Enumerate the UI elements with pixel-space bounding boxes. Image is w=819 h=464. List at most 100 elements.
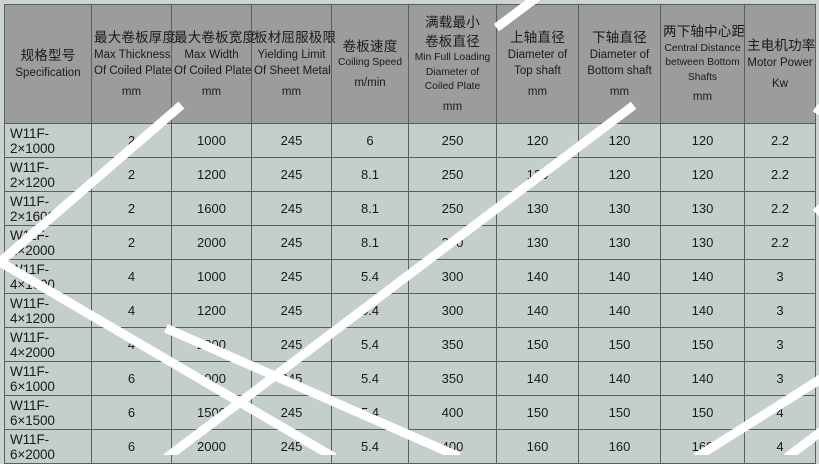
cell-bottom_shaft_diameter: 140 (578, 361, 661, 396)
cell-max_width: 1200 (171, 157, 252, 192)
header-en-motor-power: Motor Power (747, 57, 813, 70)
cell-yielding_limit: 245 (251, 225, 332, 260)
header-unit-top-shaft: mm (527, 85, 548, 98)
cell-min_full_loading_diameter: 250 (408, 191, 497, 226)
header-unit-max-width: mm (201, 85, 222, 98)
cell-max_width: 1500 (171, 395, 252, 430)
header-unit-motor-power: Kw (772, 77, 788, 90)
table-row: W11F-6×2000 6 2000 245 5.4 400 160 160 160 4 (4, 429, 816, 464)
cell-max_thickness: 4 (91, 259, 172, 294)
table-row: W11F-2×2000 2 2000 245 8.1 250 130 130 130 2.2 (4, 225, 816, 260)
cell-yielding_limit: 245 (251, 429, 332, 464)
cell-min_full_loading_diameter: 400 (408, 429, 497, 464)
cell-central_distance: 130 (660, 225, 745, 260)
cell-bottom_shaft_diameter: 150 (578, 327, 661, 362)
header-en-coiling-speed: Coiling Speed (337, 57, 403, 69)
cell-central_distance: 140 (660, 293, 745, 328)
cell-bottom_shaft_diameter: 140 (578, 259, 661, 294)
cell-central_distance: 160 (660, 429, 745, 464)
table-header: 规格型号 Specification 最大卷板厚度 Max Thickness … (4, 4, 816, 124)
cell-yielding_limit: 245 (251, 157, 332, 192)
cell-central_distance: 120 (660, 123, 745, 158)
cell-yielding_limit: 245 (251, 327, 332, 362)
cell-top_shaft_diameter: 150 (496, 327, 579, 362)
header-row: 规格型号 Specification 最大卷板厚度 Max Thickness … (4, 4, 816, 124)
table-body: W11F-2×1000 2 1000 245 6 250 120 120 120 2.2 W11F-… (4, 123, 816, 464)
header-cn-top-shaft: 上轴直径 (510, 29, 565, 45)
header-en-min-loading-line2: Diameter of (425, 66, 480, 78)
cell-max_thickness: 2 (91, 123, 172, 158)
header-unit-central-distance: mm (692, 91, 713, 104)
cell-central_distance: 150 (660, 327, 745, 362)
cell-motor_power: 2.2 (744, 225, 816, 260)
cell-central_distance: 140 (660, 259, 745, 294)
cell-central_distance: 130 (660, 191, 745, 226)
table-row: W11F-4×2000 4 2000 245 5.4 350 150 150 150 3 (4, 327, 816, 362)
cell-motor_power: 4 (744, 429, 816, 464)
cell-yielding_limit: 245 (251, 123, 332, 158)
header-en-bottom-shaft-line2: Bottom shaft (587, 65, 652, 78)
cell-bottom_shaft_diameter: 160 (578, 429, 661, 464)
cell-specification: W11F-2×2000 (4, 225, 92, 260)
cell-max_width: 1200 (171, 293, 252, 328)
header-unit-yielding-limit: mm (281, 85, 302, 98)
cell-yielding_limit: 245 (251, 259, 332, 294)
cell-specification: W11F-6×1500 (4, 395, 92, 430)
cell-max_thickness: 2 (91, 225, 172, 260)
cell-max_thickness: 2 (91, 157, 172, 192)
header-cn-coiling-speed: 卷板速度 (342, 38, 398, 54)
cell-bottom_shaft_diameter: 140 (578, 293, 661, 328)
cell-specification: W11F-4×1200 (4, 293, 92, 328)
column-header-motor-power: 主电机功率 Motor Power Kw (744, 4, 816, 124)
cell-central_distance: 150 (660, 395, 745, 430)
cell-coiling_speed: 8.1 (331, 157, 409, 192)
cell-bottom_shaft_diameter: 120 (578, 157, 661, 192)
cell-coiling_speed: 5.4 (331, 395, 409, 430)
header-en-top-shaft-line1: Diameter of (507, 49, 568, 62)
header-en-central-distance-line2: between Bottom (665, 57, 740, 69)
cell-specification: W11F-4×2000 (4, 327, 92, 362)
cell-max_thickness: 2 (91, 191, 172, 226)
cell-yielding_limit: 245 (251, 395, 332, 430)
header-cn-min-loading-line2: 卷板直径 (425, 33, 480, 49)
cell-coiling_speed: 8.1 (331, 191, 409, 226)
cell-central_distance: 140 (660, 361, 745, 396)
cell-coiling_speed: 5.4 (331, 293, 409, 328)
cell-bottom_shaft_diameter: 120 (578, 123, 661, 158)
cell-coiling_speed: 5.4 (331, 361, 409, 396)
table-row: W11F-2×1200 2 1200 245 8.1 250 120 120 120 2.2 (4, 157, 816, 192)
header-en-max-width-line1: Max Width (184, 49, 239, 62)
cell-top_shaft_diameter: 160 (496, 429, 579, 464)
cell-top_shaft_diameter: 150 (496, 395, 579, 430)
header-unit-coiling-speed: m/min (354, 76, 386, 89)
header-cn-max-thickness: 最大卷板厚度 (94, 29, 177, 45)
column-header-bottom-shaft-diameter: 下轴直径 Diameter of Bottom shaft mm (578, 4, 661, 124)
column-header-yielding-limit: 板材屈服极限 Yielding Limit Of Sheet Metal mm (251, 4, 336, 124)
cell-min_full_loading_diameter: 350 (408, 327, 497, 362)
cell-min_full_loading_diameter: 300 (408, 259, 497, 294)
cell-max_width: 2000 (171, 225, 252, 260)
cell-top_shaft_diameter: 140 (496, 361, 579, 396)
cell-top_shaft_diameter: 120 (496, 123, 579, 158)
cell-motor_power: 3 (744, 361, 816, 396)
cell-yielding_limit: 245 (251, 361, 332, 396)
cell-motor_power: 3 (744, 327, 816, 362)
table-row: W11F-4×1000 4 1000 245 5.4 300 140 140 140 3 (4, 259, 816, 294)
cell-top_shaft_diameter: 130 (496, 225, 579, 260)
cell-max_thickness: 4 (91, 293, 172, 328)
header-en-specification: Specification (15, 67, 81, 80)
header-cn-min-loading-line1: 满载最小 (425, 14, 480, 30)
header-en-max-thickness-line2: Of Coiled Plate (94, 65, 172, 78)
header-en-top-shaft-line2: Top shaft (514, 65, 561, 78)
cell-max_width: 1000 (171, 123, 252, 158)
table-row: W11F-2×1000 2 1000 245 6 250 120 120 120 2.2 (4, 123, 816, 158)
cell-max_thickness: 6 (91, 395, 172, 430)
header-en-min-loading-line3: Coiled Plate (424, 81, 481, 93)
column-header-max-thickness: 最大卷板厚度 Max Thickness Of Coiled Plate mm (91, 4, 177, 124)
table-row: W11F-6×1500 6 1500 245 5.4 400 150 150 150 4 (4, 395, 816, 430)
cell-motor_power: 4 (744, 395, 816, 430)
cell-coiling_speed: 5.4 (331, 327, 409, 362)
cell-coiling_speed: 5.4 (331, 259, 409, 294)
cell-bottom_shaft_diameter: 130 (578, 225, 661, 260)
